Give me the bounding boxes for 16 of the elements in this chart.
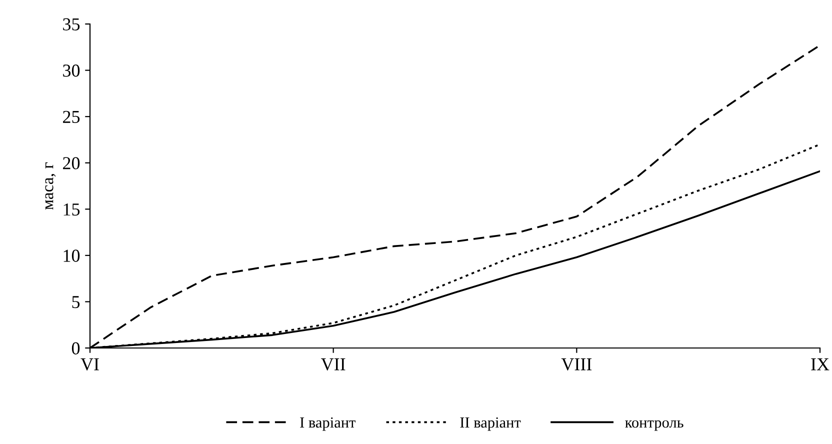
y-tick-label: 5 (72, 296, 80, 308)
x-tick-label: VI (80, 358, 99, 371)
legend-label: контроль (625, 420, 684, 431)
y-tick-label: 0 (72, 342, 80, 354)
y-tick-label: 35 (63, 18, 80, 30)
y-tick-label: 20 (63, 157, 80, 170)
x-tick-label: VIII (561, 358, 592, 371)
y-tick-label: 25 (63, 110, 80, 124)
y-tick-label: 10 (64, 250, 80, 262)
legend-label: II варіант (460, 417, 521, 431)
legend-label: I варіант (300, 417, 356, 431)
y-tick-label: 30 (63, 64, 80, 77)
y-tick-label: 15 (64, 203, 80, 216)
x-tick-label: IX (811, 358, 830, 370)
x-tick-label: VII (321, 358, 346, 371)
y-axis-title: маса, г (45, 162, 56, 210)
